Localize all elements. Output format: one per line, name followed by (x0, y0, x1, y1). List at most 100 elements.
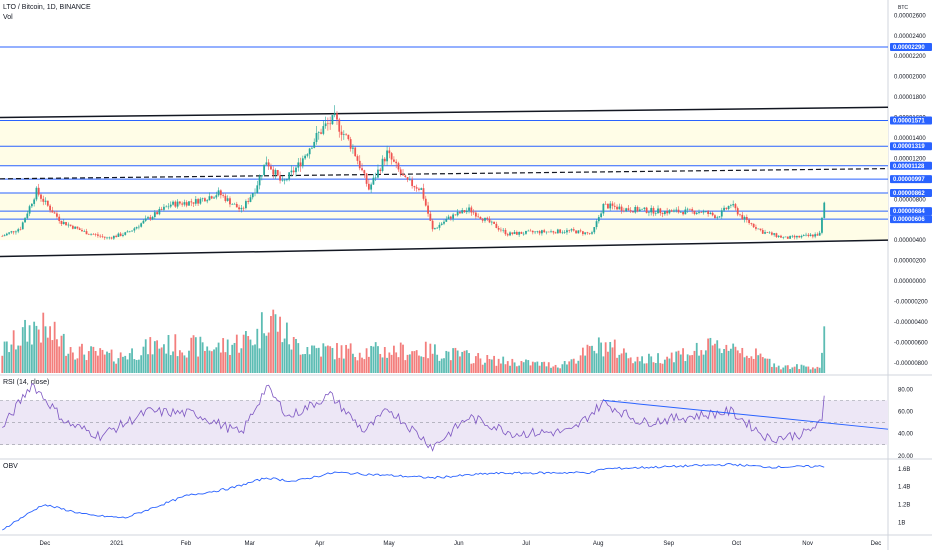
candle-body (352, 147, 354, 149)
volume-bar (306, 347, 309, 373)
volume-bar (292, 336, 295, 373)
candle-body (720, 210, 723, 217)
candle-body (386, 150, 388, 162)
volume-bar (422, 357, 425, 373)
candle-body (204, 198, 206, 202)
candle-body (652, 207, 655, 214)
candle-body (292, 170, 295, 173)
candle-body (167, 206, 170, 208)
candle-body (133, 228, 136, 231)
volume-bar (632, 363, 634, 373)
volume-bar (638, 361, 641, 373)
candle-body (317, 132, 320, 134)
candle-body (235, 203, 238, 208)
candle-body (581, 231, 584, 235)
volume-bar (588, 346, 591, 373)
volume-bar (229, 354, 231, 373)
candle-body (666, 211, 669, 214)
candle-body (607, 203, 609, 209)
volume-bar (115, 363, 118, 373)
volume-bar (24, 319, 26, 373)
candle-body (163, 206, 165, 210)
candle-body (110, 237, 113, 239)
candle-body (24, 218, 26, 223)
candle-body (470, 207, 473, 213)
volume-bar (76, 358, 79, 373)
candle-body (329, 123, 332, 125)
candle-body (543, 230, 546, 233)
volume-bar (513, 362, 516, 373)
candle-body (775, 233, 778, 237)
volume-bar (618, 354, 621, 373)
volume-bar (397, 357, 400, 373)
candle-body (30, 203, 33, 207)
candle-body (538, 231, 541, 234)
candle-body (76, 226, 79, 229)
volume-bar (128, 353, 131, 373)
volume-bar (504, 364, 507, 373)
volume-bar (224, 352, 227, 373)
time-axis-label: Sep (663, 541, 674, 547)
candle-body (741, 214, 744, 220)
candle-body (438, 224, 441, 228)
volume-bar (591, 345, 593, 373)
obv-axis-tick: 1.2B (898, 503, 910, 509)
candle-body (500, 229, 502, 231)
volume-bar (60, 335, 63, 373)
volume-bar (609, 341, 612, 373)
candle-body (115, 235, 118, 237)
volume-bar (15, 349, 17, 373)
price-axis-tick: 0.00000000 (894, 279, 926, 285)
candle-body (124, 232, 127, 235)
volume-bar (463, 350, 466, 373)
volume-bar (265, 335, 268, 373)
candle-body (67, 224, 70, 226)
volume-bar (673, 362, 675, 373)
volume-bar (506, 361, 509, 373)
volume-bar (329, 346, 332, 373)
volume-bar (684, 361, 687, 373)
candle-body (547, 231, 550, 233)
volume-bar (197, 356, 199, 373)
channel-band-1 (0, 120, 888, 166)
volume-bar (602, 356, 605, 373)
volume-bar (823, 326, 826, 373)
volume-bar (800, 364, 803, 373)
candle-body (411, 179, 414, 187)
candle-body (752, 223, 755, 228)
volume-bar (10, 344, 13, 373)
volume-bar (818, 367, 821, 373)
volume-bar (8, 352, 11, 373)
candle-body (632, 211, 634, 213)
volume-bar (238, 352, 240, 373)
price-axis-tick: 0.00000200 (894, 259, 926, 265)
volume-bar (142, 346, 145, 373)
volume-bar (784, 365, 787, 373)
candle-body (274, 170, 277, 175)
price-badge-6: 0.00000862 (893, 191, 925, 197)
volume-bar (163, 344, 165, 373)
volume-bar (42, 312, 45, 373)
volume-bar (354, 357, 357, 373)
volume-bar (593, 350, 596, 373)
volume-bar (56, 339, 58, 373)
volume-bar (677, 350, 680, 373)
candle-body (367, 183, 370, 190)
candle-body (281, 180, 284, 181)
candle-body (151, 216, 154, 220)
volume-bar (97, 355, 99, 373)
volume-bar (515, 366, 518, 373)
candle-body (809, 234, 812, 236)
volume-bar (383, 347, 386, 373)
candle-body (486, 217, 489, 219)
volume-bar (440, 358, 443, 373)
candle-body (285, 179, 288, 181)
candle-body (420, 188, 423, 190)
volume-bar (204, 350, 206, 373)
volume-bar (267, 332, 270, 373)
currency-label: BTC (898, 5, 908, 11)
volume-bar (807, 366, 810, 373)
volume-bar (381, 357, 384, 373)
price-badge-4: 0.00001128 (893, 164, 925, 170)
